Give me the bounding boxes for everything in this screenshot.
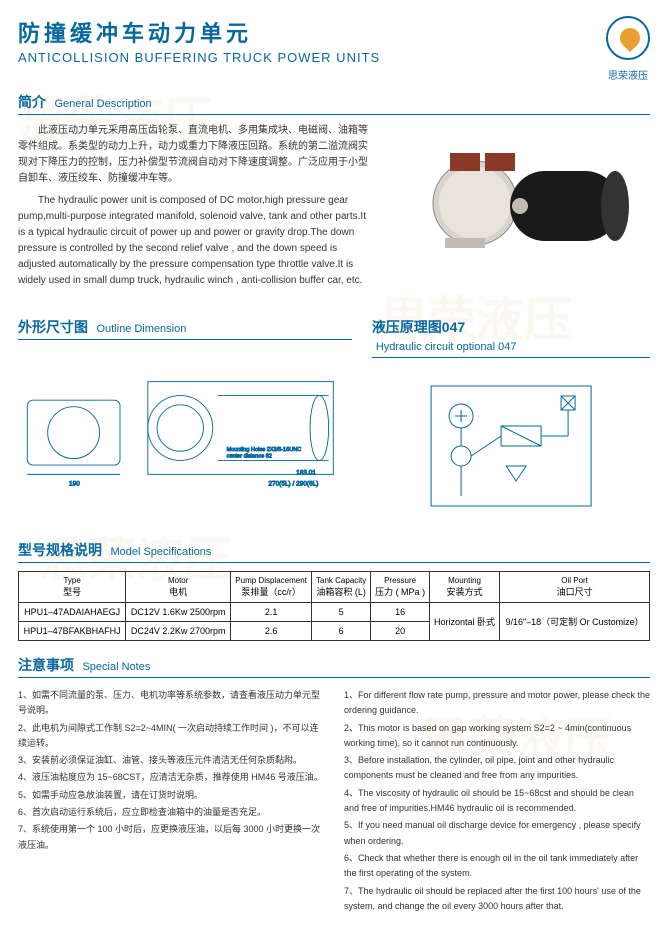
table-header: Motor电机 (126, 572, 231, 603)
svg-text:270(5L) / 290(6L): 270(5L) / 290(6L) (268, 480, 318, 487)
section-outline: 外形尺寸图 Outline Dimension (18, 317, 352, 340)
table-header: Mounting安装方式 (429, 572, 499, 603)
logo: 思荣液压 (606, 16, 650, 82)
svg-text:183.01: 183.01 (296, 469, 316, 476)
circuit-diagram (372, 366, 650, 526)
svg-text:Mounting Holes 2X3/8-16UNC: Mounting Holes 2X3/8-16UNC (227, 447, 302, 453)
section-specs: 型号规格说明 Model Specifications (18, 540, 650, 563)
svg-text:center distance 82: center distance 82 (227, 454, 272, 460)
section-intro: 简介 General Description (18, 92, 650, 115)
logo-text: 思荣液压 (606, 67, 650, 82)
table-row: HPU1–47ADAIAHAEGJDC12V 1.6Kw 2500rpm2.15… (19, 603, 650, 622)
notes-en: 1、For different flow rate pump, pressure… (344, 688, 650, 916)
description-text: 此液压动力单元采用高压齿轮泵、直流电机、多用集成块、电磁阀、油箱等零件组成。系类… (18, 123, 374, 295)
product-image (390, 123, 650, 263)
section-notes: 注意事项 Special Notes (18, 655, 650, 678)
title-cn: 防撞缓冲车动力单元 (18, 16, 380, 48)
outline-diagram: 190 Mounting Holes 2X3/8-16UNC center di… (18, 348, 352, 508)
logo-icon (606, 16, 650, 60)
notes-cn: 1、如需不同流量的泵、压力、电机功率等系统参数，请查看液压动力单元型号说明。2、… (18, 688, 324, 916)
table-header: Tank Capacity油箱容积 (L) (312, 572, 371, 603)
table-header: Oil Port油口尺寸 (500, 572, 650, 603)
table-header: Pump Displacement泵排量（cc/r） (231, 572, 312, 603)
svg-text:190: 190 (69, 480, 80, 487)
table-header: Pressure压力 ( MPa ) (371, 572, 430, 603)
table-header: Type型号 (19, 572, 126, 603)
section-circuit: 液压原理图047 Hydraulic circuit optional 047 (372, 317, 650, 358)
title-en: ANTICOLLISION BUFFERING TRUCK POWER UNIT… (18, 50, 380, 65)
spec-table: Type型号Motor电机Pump Displacement泵排量（cc/r）T… (18, 571, 650, 641)
